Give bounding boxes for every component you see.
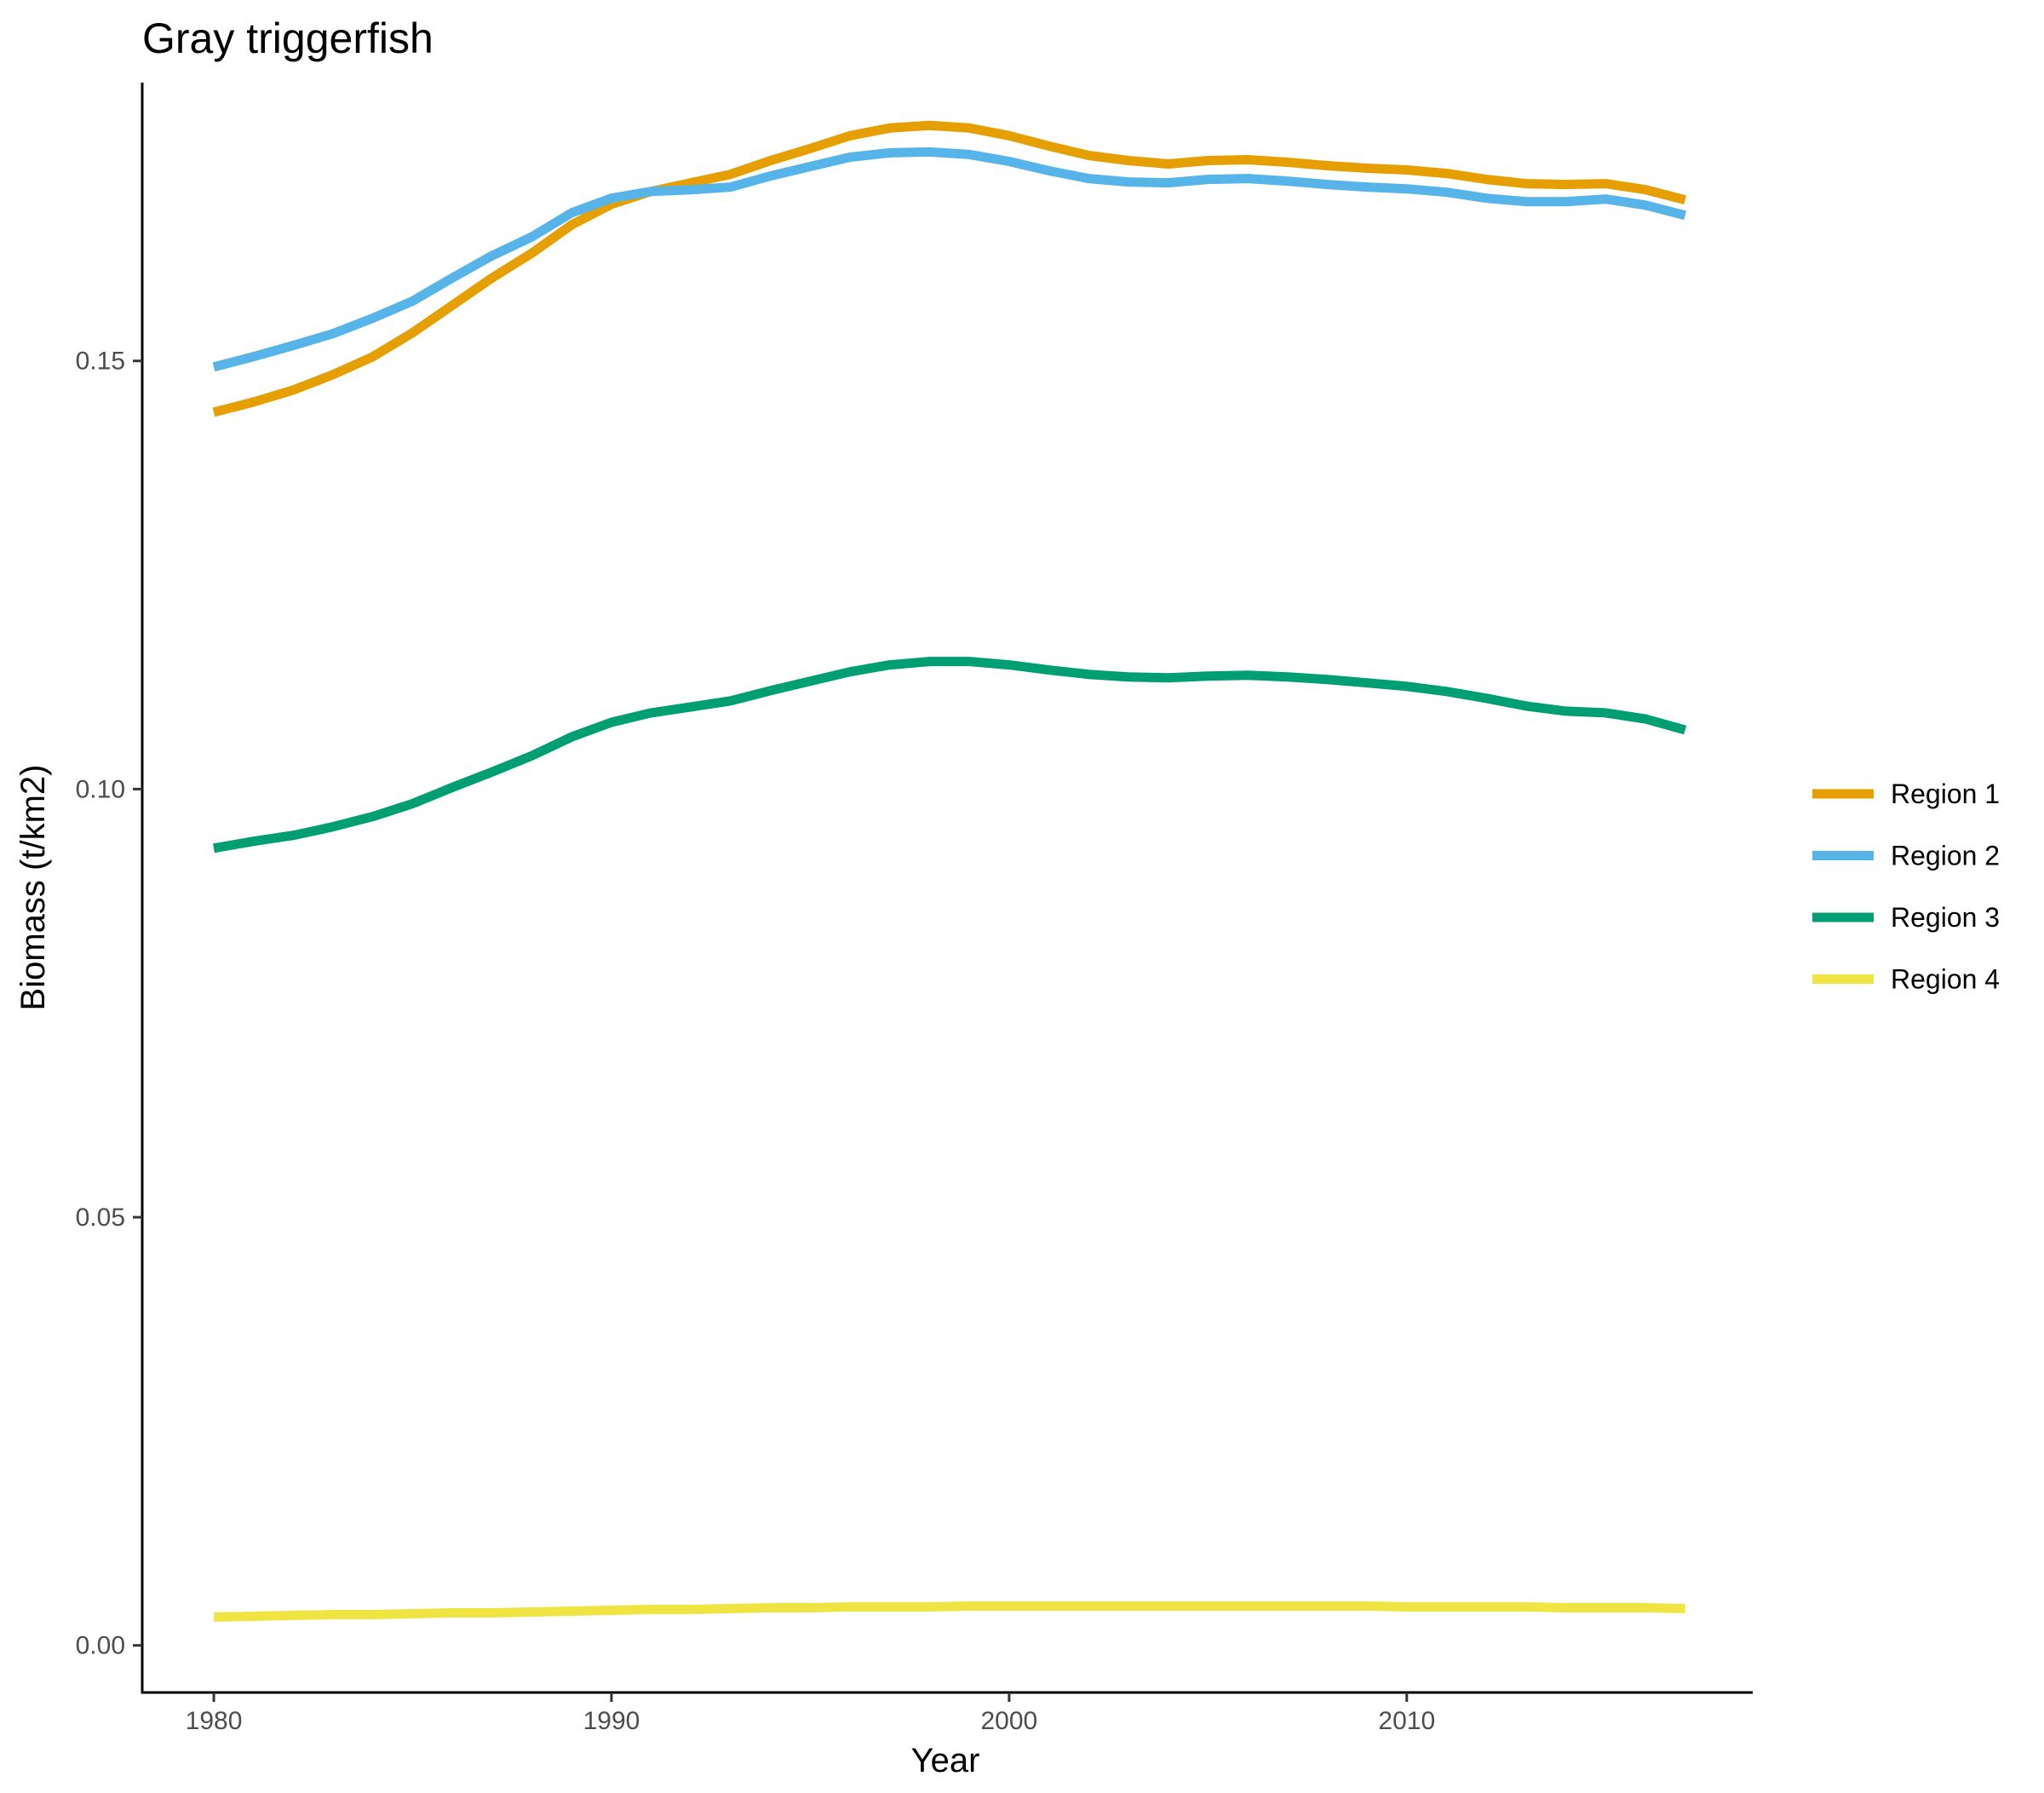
legend-label: Region 4 [1891, 964, 2000, 995]
y-tick-label: 0.10 [76, 775, 125, 803]
x-axis-ticks: 1980 1990 2000 2010 [186, 1692, 1435, 1735]
legend-label: Region 3 [1891, 902, 2000, 933]
series-line-region-2 [212, 147, 1686, 372]
x-tick-label: 1990 [583, 1707, 640, 1735]
x-tick-label: 2000 [980, 1707, 1037, 1735]
y-axis-title: Biomass (t/km2) [14, 765, 52, 1011]
chart-title: Gray triggerfish [142, 14, 433, 62]
y-tick-label: 0.05 [76, 1204, 125, 1232]
x-tick-label: 2010 [1378, 1707, 1435, 1735]
legend-item-region-3: Region 3 [1812, 902, 2000, 933]
x-tick-label: 1980 [186, 1707, 243, 1735]
series-layer [212, 120, 1687, 1622]
series-line-region-4 [213, 1601, 1685, 1622]
legend-label: Region 1 [1891, 779, 2000, 809]
legend-label: Region 2 [1891, 841, 2000, 871]
y-tick-label: 0.00 [76, 1632, 125, 1660]
legend-item-region-2: Region 2 [1812, 841, 2000, 871]
y-tick-label: 0.15 [76, 348, 125, 376]
legend-item-region-1: Region 1 [1812, 779, 2000, 809]
legend: Region 1 Region 2 Region 3 Region 4 [1812, 779, 2000, 995]
legend-item-region-4: Region 4 [1812, 964, 2000, 995]
series-line-region-3 [213, 657, 1687, 853]
y-axis-ticks: 0.00 0.05 0.10 0.15 [76, 348, 142, 1660]
series-line-region-1 [212, 120, 1686, 417]
x-axis-title: Year [911, 1742, 980, 1779]
